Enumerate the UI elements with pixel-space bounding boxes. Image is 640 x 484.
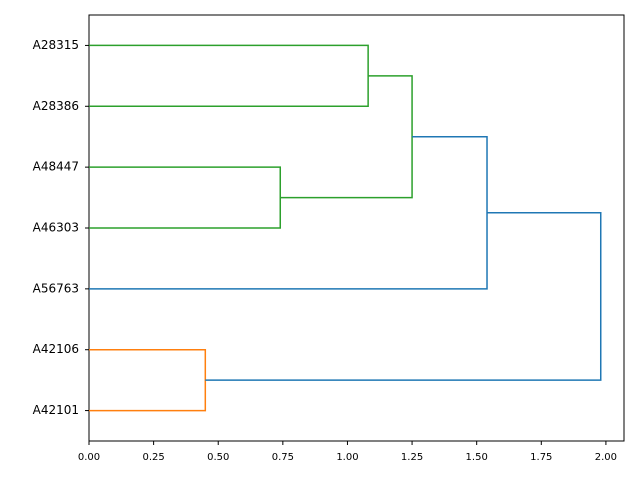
x-tick-label: 0.00 (78, 452, 100, 463)
leaf-label: A48447 (33, 160, 79, 174)
link (280, 75, 413, 199)
x-tick-label: 1.25 (401, 452, 423, 463)
link (89, 348, 207, 412)
x-tick-label: 0.25 (142, 452, 164, 463)
leaf-label: A46303 (33, 221, 79, 235)
leaf-label: A42101 (33, 403, 79, 417)
link (89, 135, 488, 290)
x-tick-label: 2.00 (595, 452, 617, 463)
x-tick-label: 0.75 (272, 452, 294, 463)
leaf-label: A42106 (33, 342, 79, 356)
x-tick-label: 1.75 (530, 452, 552, 463)
leaf-label: A56763 (33, 281, 79, 295)
leaf-label: A28386 (33, 99, 79, 113)
link (89, 166, 282, 229)
link (89, 44, 369, 108)
link (205, 212, 602, 381)
x-tick-label: 1.00 (336, 452, 358, 463)
x-tick-label: 0.50 (207, 452, 229, 463)
x-tick-label: 1.50 (466, 452, 488, 463)
leaf-label: A28315 (33, 38, 79, 52)
